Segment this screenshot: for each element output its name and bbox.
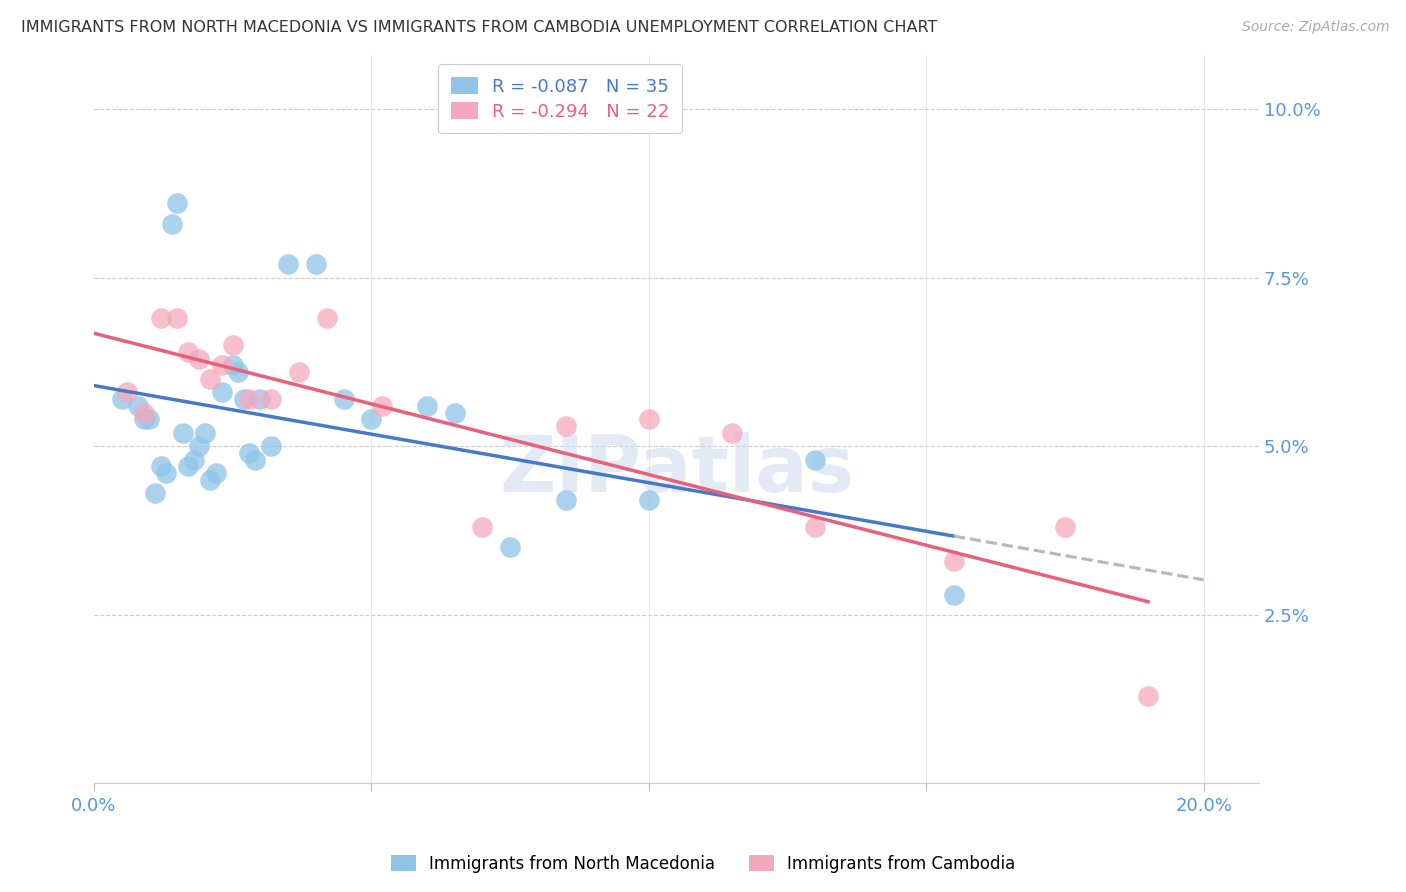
Point [221,359,243,373]
Point [260,439,283,453]
Point [360,412,382,426]
Point [371,399,394,413]
Point [160,217,183,231]
Point [111,392,134,406]
Point [132,412,155,426]
Point [143,486,166,500]
Point [226,365,249,379]
Point [149,311,172,326]
Point [166,196,188,211]
Point [305,257,328,271]
Point [942,588,965,602]
Point [127,399,149,413]
Point [249,392,271,406]
Point [332,392,354,406]
Point [211,385,233,400]
Point [138,412,160,426]
Point [804,452,827,467]
Point [1053,520,1076,534]
Point [288,365,311,379]
Point [471,520,494,534]
Point [942,554,965,568]
Point [172,425,194,440]
Point [277,257,299,271]
Point [221,338,243,352]
Point [211,359,233,373]
Point [416,399,439,413]
Point [177,459,200,474]
Text: Source: ZipAtlas.com: Source: ZipAtlas.com [1241,20,1389,34]
Point [637,493,659,508]
Point [115,385,138,400]
Point [554,419,576,434]
Point [183,452,205,467]
Text: ZIPatlas: ZIPatlas [499,433,853,508]
Point [188,351,211,366]
Point [238,392,260,406]
Point [238,446,260,460]
Point [188,439,211,453]
Point [1137,689,1160,703]
Point [132,405,155,419]
Point [637,412,659,426]
Point [200,473,222,487]
Point [721,425,744,440]
Point [499,541,522,555]
Point [200,372,222,386]
Point [166,311,188,326]
Point [149,459,172,474]
Point [232,392,254,406]
Point [554,493,576,508]
Point [804,520,827,534]
Point [260,392,283,406]
Point [194,425,217,440]
Text: IMMIGRANTS FROM NORTH MACEDONIA VS IMMIGRANTS FROM CAMBODIA UNEMPLOYMENT CORRELA: IMMIGRANTS FROM NORTH MACEDONIA VS IMMIG… [21,20,938,35]
Point [177,344,200,359]
Point [443,405,465,419]
Legend: R = -0.087   N = 35, R = -0.294   N = 22: R = -0.087 N = 35, R = -0.294 N = 22 [437,64,682,134]
Point [155,466,177,480]
Legend: Immigrants from North Macedonia, Immigrants from Cambodia: Immigrants from North Macedonia, Immigra… [384,848,1022,880]
Point [243,452,266,467]
Point [316,311,339,326]
Point [205,466,228,480]
